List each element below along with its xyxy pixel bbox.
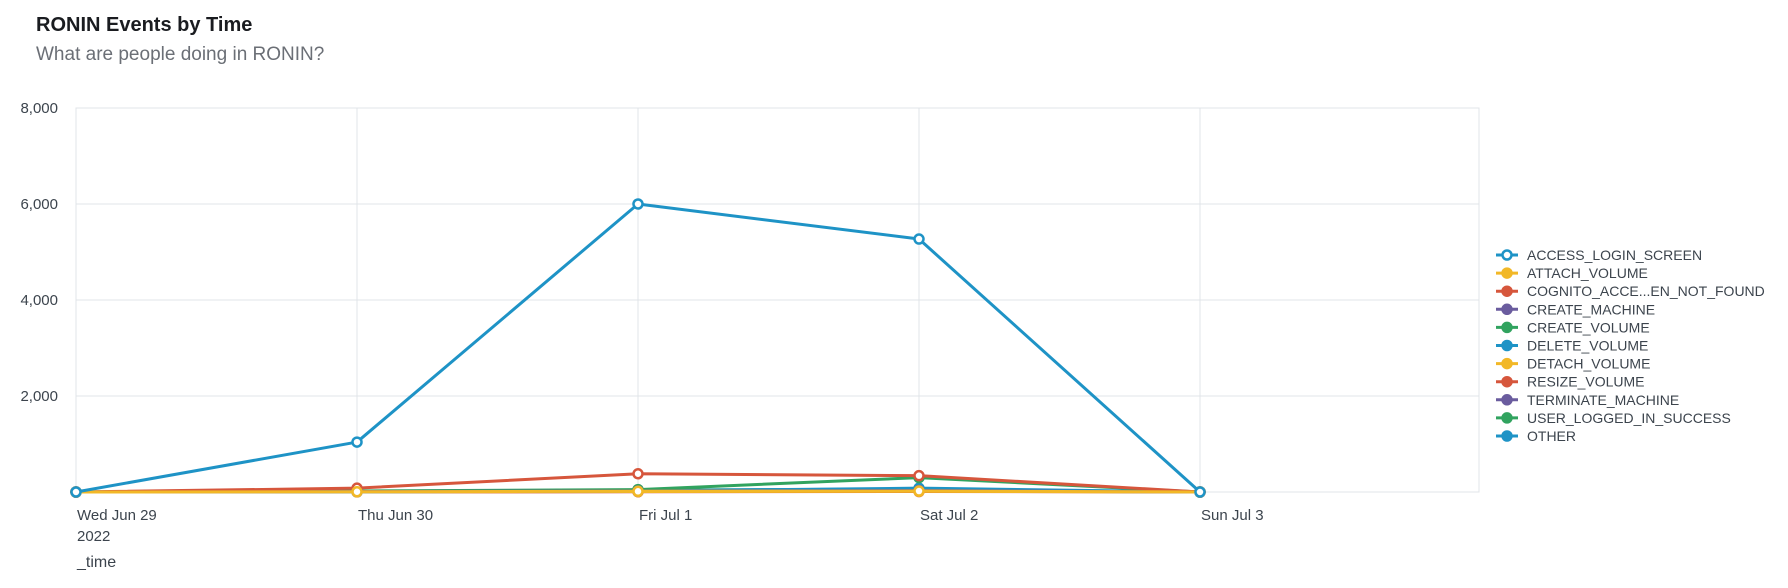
data-point[interactable] (913, 469, 925, 482)
legend-label: OTHER (1527, 428, 1576, 444)
legend-swatch-marker (1501, 267, 1513, 279)
data-point[interactable] (351, 436, 363, 448)
y-tick-label: 4,000 (20, 292, 58, 309)
panel-title: RONIN Events by Time (36, 14, 253, 36)
data-point[interactable] (632, 198, 644, 210)
legend-label: USER_LOGGED_IN_SUCCESS (1527, 410, 1731, 426)
legend-swatch-marker (1501, 339, 1513, 352)
data-point[interactable] (351, 486, 363, 498)
x-tick-label: Sun Jul 3 (1201, 507, 1264, 524)
legend-item[interactable]: TERMINATE_MACHINE (1496, 392, 1679, 408)
chart-series (70, 198, 1206, 498)
data-point[interactable] (1194, 486, 1206, 498)
panel-subtitle: What are people doing in RONIN? (36, 44, 325, 65)
legend-swatch-marker (1501, 249, 1513, 261)
legend-item[interactable]: CREATE_MACHINE (1496, 301, 1655, 317)
x-tick-label: Thu Jun 30 (358, 507, 433, 524)
data-point[interactable] (632, 485, 644, 498)
legend-label: TERMINATE_MACHINE (1527, 392, 1679, 408)
chart-legend[interactable]: ACCESS_LOGIN_SCREEN ATTACH_VOLUME COGNITO_… (1496, 247, 1765, 444)
legend-swatch-marker (1501, 357, 1513, 370)
legend-label: DELETE_VOLUME (1527, 338, 1648, 354)
legend-swatch-marker (1501, 303, 1513, 316)
legend-swatch-marker (1501, 430, 1513, 442)
legend-label: DETACH_VOLUME (1527, 356, 1650, 372)
legend-item[interactable]: ATTACH_VOLUME (1496, 265, 1648, 281)
legend-item[interactable]: DETACH_VOLUME (1496, 356, 1650, 372)
legend-item[interactable]: OTHER (1496, 428, 1576, 444)
legend-label: COGNITO_ACCE...EN_NOT_FOUND (1527, 283, 1765, 299)
x-tick-label: Fri Jul 1 (639, 507, 692, 524)
x-tick-label: Sat Jul 2 (920, 507, 978, 524)
legend-label: RESIZE_VOLUME (1527, 374, 1644, 390)
legend-label: CREATE_VOLUME (1527, 319, 1650, 335)
series-attach-volume (70, 485, 1206, 498)
legend-label: ACCESS_LOGIN_SCREEN (1527, 247, 1702, 263)
y-tick-label: 8,000 (20, 100, 58, 117)
data-point[interactable] (913, 485, 925, 497)
chart-grid (75, 107, 1480, 493)
legend-item[interactable]: COGNITO_ACCE...EN_NOT_FOUND (1496, 283, 1765, 299)
legend-label: ATTACH_VOLUME (1527, 265, 1648, 281)
y-tick-label: 6,000 (20, 196, 58, 213)
x-tick-label: Wed Jun 29 (77, 507, 157, 524)
y-tick-label: 2,000 (20, 388, 58, 405)
legend-swatch-marker (1501, 394, 1513, 406)
legend-swatch-marker (1501, 285, 1513, 297)
data-point[interactable] (70, 486, 82, 498)
data-point[interactable] (913, 233, 925, 245)
x-axis-title: _time (76, 554, 116, 571)
legend-swatch-marker (1501, 375, 1513, 388)
legend-item[interactable]: RESIZE_VOLUME (1496, 374, 1644, 390)
legend-item[interactable]: DELETE_VOLUME (1496, 338, 1648, 354)
x-tick-year-label: 2022 (77, 528, 110, 545)
x-axis-ticks: Wed Jun 29 Thu Jun 30 Fri Jul 1 Sat Jul 2 Su… (77, 507, 1264, 545)
legend-label: CREATE_MACHINE (1527, 301, 1655, 317)
legend-item[interactable]: ACCESS_LOGIN_SCREEN (1496, 247, 1702, 263)
series-access-login-screen (70, 198, 1206, 498)
data-point[interactable] (632, 468, 644, 480)
legend-item[interactable]: USER_LOGGED_IN_SUCCESS (1496, 410, 1731, 426)
y-axis-ticks: 8,000 6,000 4,000 2,000 (20, 100, 58, 405)
legend-swatch-marker (1501, 412, 1513, 424)
legend-item[interactable]: CREATE_VOLUME (1496, 319, 1650, 335)
legend-swatch-marker (1501, 321, 1513, 334)
